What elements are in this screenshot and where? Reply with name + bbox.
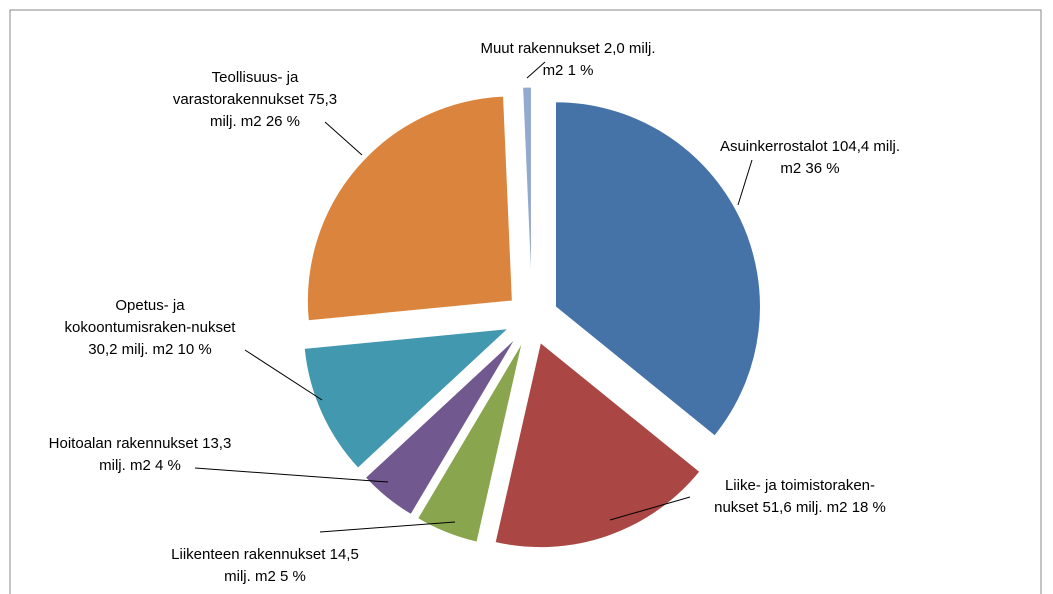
percent-label: 26 % bbox=[265, 113, 301, 130]
leader-line bbox=[526, 61, 546, 79]
value-label: 2,0 milj. m2 bbox=[542, 40, 656, 79]
percent-label: 18 % bbox=[851, 499, 886, 516]
chart-border bbox=[9, 9, 1042, 594]
slice-label: Asuinkerrostalot 104,4 milj. m2 36 % bbox=[715, 136, 905, 180]
category: Asuinkerrostalot bbox=[719, 138, 828, 155]
pie-slice bbox=[306, 95, 513, 322]
value-label: 104,4 milj. m2 bbox=[780, 138, 901, 177]
percent-label: 36 % bbox=[805, 160, 840, 177]
leader-line bbox=[244, 349, 323, 401]
category: Muut rakennukset bbox=[480, 40, 600, 57]
category: Liikenteen rakennukset bbox=[171, 546, 326, 563]
slice-label: Liike- ja toimistoraken-nukset 51,6 milj… bbox=[705, 475, 895, 519]
pie-slice bbox=[303, 328, 510, 469]
pie-slice bbox=[522, 86, 532, 293]
value-label: 51,6 milj. m2 bbox=[762, 499, 848, 516]
value-label: 14,5 milj. m2 bbox=[224, 546, 359, 585]
leader-line bbox=[737, 159, 753, 206]
percent-label: 1 % bbox=[567, 62, 594, 79]
percent-label: 5 % bbox=[279, 568, 306, 585]
leader-line bbox=[194, 467, 389, 483]
slice-label: Teollisuus- ja varastorakennukset 75,3 m… bbox=[160, 67, 350, 133]
slice-label: Muut rakennukset 2,0 milj. m2 1 % bbox=[473, 38, 663, 82]
value-label: 75,3 milj. m2 bbox=[209, 91, 338, 130]
category: Liike- ja toimistoraken-nukset bbox=[714, 477, 876, 516]
leader-line bbox=[324, 121, 363, 156]
percent-label: 10 % bbox=[177, 341, 212, 358]
category: Hoitoalan rakennukset bbox=[48, 435, 198, 452]
percent-label: 4 % bbox=[154, 457, 181, 474]
value-label: 30,2 milj. m2 bbox=[88, 341, 174, 358]
pie-slice bbox=[554, 101, 761, 437]
pie-slice bbox=[364, 337, 517, 516]
slice-label: Opetus- ja kokoontumisraken-nukset 30,2 … bbox=[55, 295, 245, 361]
category: Opetus- ja kokoontumisraken-nukset bbox=[64, 297, 236, 336]
value-label: 13,3 milj. m2 bbox=[99, 435, 232, 474]
leader-line bbox=[609, 496, 691, 521]
slice-label: Hoitoalan rakennukset 13,3 milj. m2 4 % bbox=[45, 433, 235, 477]
pie-slice bbox=[416, 341, 523, 543]
leader-line bbox=[319, 521, 456, 533]
category: Teollisuus- ja varastorakennukset bbox=[172, 69, 304, 108]
slice-label: Liikenteen rakennukset 14,5 milj. m2 5 % bbox=[170, 544, 360, 588]
pie-slice bbox=[494, 341, 701, 549]
